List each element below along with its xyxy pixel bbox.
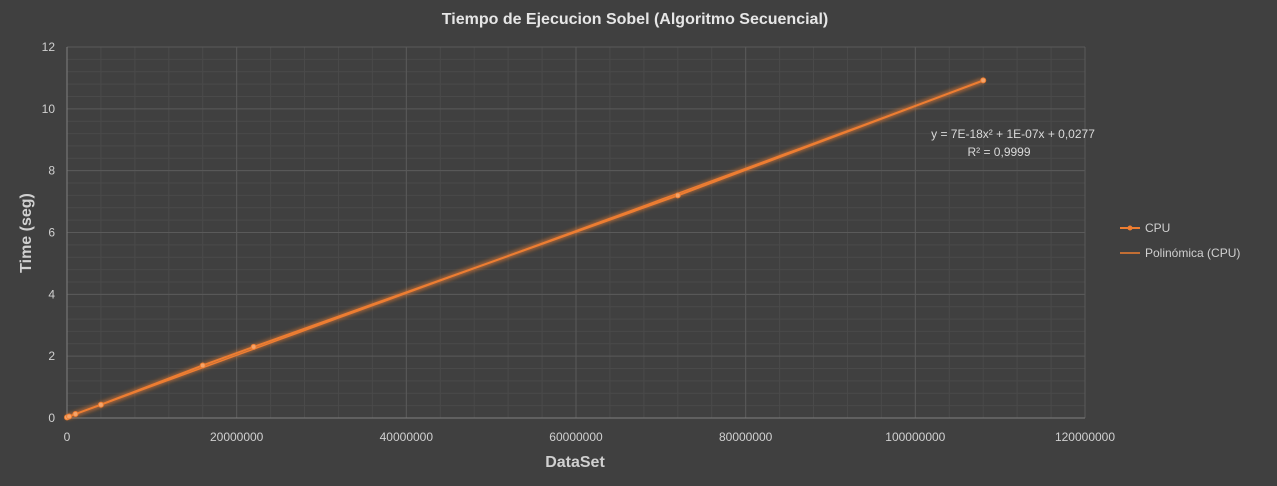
x-tick-label: 100000000 [885, 430, 945, 444]
data-point-cpu[interactable] [250, 343, 257, 350]
legend-entry-trendline[interactable]: Polinómica (CPU) [1120, 246, 1240, 260]
y-tick-label: 2 [48, 349, 55, 363]
trendline-r-squared: R² = 0,9999 [967, 145, 1030, 159]
x-tick-label: 60000000 [549, 430, 603, 444]
data-point-cpu[interactable] [674, 192, 681, 199]
y-tick-label: 12 [42, 40, 56, 54]
legend-marker-cpu [1127, 225, 1133, 231]
y-tick-label: 10 [42, 102, 56, 116]
legend: CPU Polinómica (CPU) [1120, 221, 1240, 260]
data-point-cpu[interactable] [97, 401, 104, 408]
chart-title: Tiempo de Ejecucion Sobel (Algoritmo Sec… [442, 11, 828, 28]
x-tick-label: 20000000 [210, 430, 264, 444]
legend-label-cpu: CPU [1145, 221, 1170, 235]
x-axis-ticks: 0 20000000 40000000 60000000 80000000 1000000… [64, 430, 1116, 444]
x-tick-label: 0 [64, 430, 71, 444]
x-tick-label: 120000000 [1055, 430, 1115, 444]
y-tick-label: 8 [48, 164, 55, 178]
y-tick-label: 0 [48, 411, 55, 425]
legend-entry-cpu[interactable]: CPU [1120, 221, 1170, 235]
data-point-cpu[interactable] [980, 77, 987, 84]
y-tick-label: 6 [48, 226, 55, 240]
x-tick-label: 40000000 [380, 430, 434, 444]
data-point-cpu[interactable] [199, 362, 206, 369]
trendline-equation: y = 7E-18x² + 1E-07x + 0,0277 [931, 127, 1095, 141]
x-tick-label: 80000000 [719, 430, 773, 444]
data-point-cpu[interactable] [66, 413, 73, 420]
series-cpu [64, 77, 987, 421]
y-axis-ticks: 0 2 4 6 8 10 12 [42, 40, 56, 425]
y-tick-label: 4 [48, 287, 55, 301]
y-axis-title: Time (seg) [18, 193, 35, 273]
x-axis-title: DataSet [545, 454, 605, 471]
data-point-cpu[interactable] [72, 410, 79, 417]
legend-label-trendline: Polinómica (CPU) [1145, 246, 1240, 260]
gridlines [66, 46, 1086, 419]
